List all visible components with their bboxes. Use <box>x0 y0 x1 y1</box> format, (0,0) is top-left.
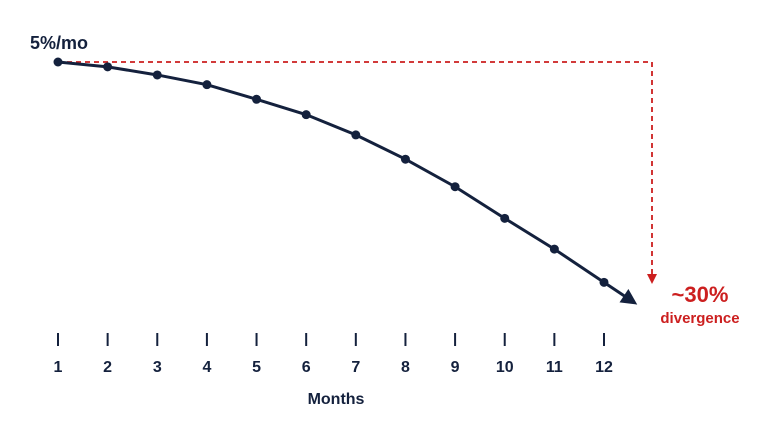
x-tick-label: 12 <box>595 359 613 376</box>
x-axis-label: Months <box>308 391 365 408</box>
point <box>202 80 212 90</box>
point <box>103 62 113 72</box>
annotation-value: ~30% <box>672 282 729 307</box>
point <box>450 182 460 192</box>
reference-arrowhead <box>647 274 657 284</box>
x-tick-label: 5 <box>252 359 261 376</box>
x-tick-label: 8 <box>401 359 410 376</box>
point <box>301 110 311 120</box>
point <box>500 213 510 223</box>
annotation-text: divergence <box>660 310 739 327</box>
arrowhead <box>619 289 638 305</box>
x-tick-label: 2 <box>103 359 112 376</box>
x-tick-label: 3 <box>153 359 162 376</box>
point <box>351 130 361 140</box>
x-tick-label: 9 <box>451 359 460 376</box>
x-tick-label: 11 <box>546 359 563 376</box>
reference-line <box>58 61 653 276</box>
point <box>549 244 559 254</box>
start-label: 5%/mo <box>30 33 88 53</box>
x-tick-label: 10 <box>496 359 514 376</box>
point <box>400 154 410 164</box>
point <box>53 57 63 67</box>
point <box>599 277 609 287</box>
x-tick-label: 6 <box>302 359 311 376</box>
point <box>152 70 162 80</box>
point <box>252 94 262 104</box>
line <box>57 60 605 284</box>
x-tick-label: 4 <box>202 359 211 376</box>
x-tick-label: 7 <box>351 359 360 376</box>
x-tick-label: 1 <box>54 359 63 376</box>
